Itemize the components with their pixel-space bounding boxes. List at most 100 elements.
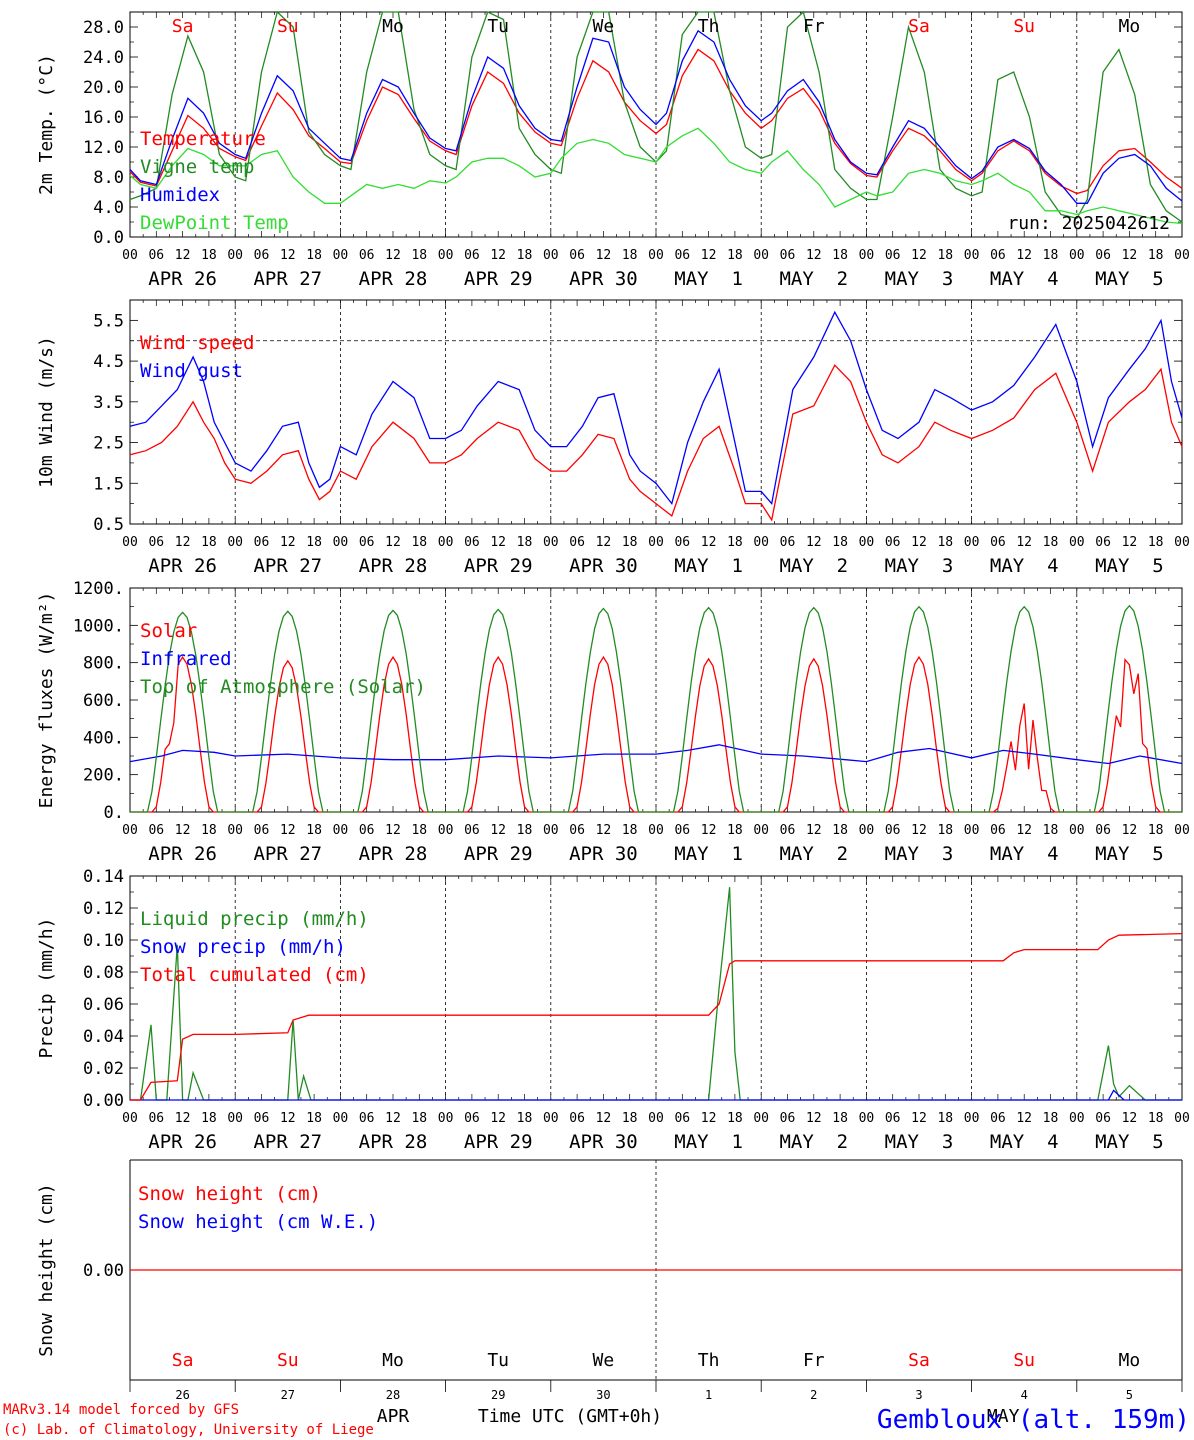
hour-label: 00: [1069, 248, 1085, 263]
hour-label: 06: [464, 823, 480, 838]
date-label: MAY 3: [885, 843, 954, 865]
hour-label: 18: [937, 248, 953, 263]
date-label: APR 28: [359, 843, 428, 865]
weekday-label: Sa: [908, 1350, 930, 1371]
hour-label: 00: [1174, 248, 1190, 263]
panel-4: 0.00 0.02 0.04 0.06 0.08 0.10 0.12 0.14 Precip (…: [36, 867, 1190, 1153]
hour-label: 00: [438, 248, 454, 263]
month-label: APR: [377, 1406, 410, 1427]
hour-label: 06: [885, 248, 901, 263]
hour-label: 12: [911, 1111, 927, 1126]
y-axis-label: Precip (mm/h): [36, 918, 57, 1059]
hour-label: 00: [438, 823, 454, 838]
hour-label: 18: [411, 823, 427, 838]
date-label: MAY 4: [990, 268, 1059, 290]
panel-2: 0.5 1.5 2.5 3.5 4.5 5.5 10m Wind (m/s) Wind spe…: [36, 299, 1190, 577]
hour-label: 12: [596, 535, 612, 550]
day-number: 26: [175, 1388, 189, 1402]
hour-label: 00: [1069, 535, 1085, 550]
hour-label: 00: [648, 1111, 664, 1126]
date-label: MAY 1: [674, 555, 743, 577]
hour-label: 06: [254, 535, 270, 550]
hour-label: 00: [964, 823, 980, 838]
hour-label: 06: [674, 248, 690, 263]
hour-label: 00: [859, 535, 875, 550]
series-line-wind-gust: [129, 310, 1183, 506]
station-label: Gembloux (alt. 159m): [877, 1405, 1190, 1435]
y-axis-label: Snow height (cm): [36, 1183, 57, 1356]
hour-label: 00: [227, 1111, 243, 1126]
panel-5: 0.00 Snow height (cm) Snow height (cm) Snow…: [36, 1159, 1183, 1427]
date-label: APR 26: [148, 843, 217, 865]
date-label: APR 30: [569, 268, 638, 290]
date-label: MAY 2: [779, 555, 848, 577]
y-tick-label: 0.14: [83, 867, 124, 887]
hour-label: 06: [569, 535, 585, 550]
hour-label: 06: [148, 1111, 164, 1126]
hour-label: 00: [753, 248, 769, 263]
hour-label: 00: [1174, 1111, 1190, 1126]
hour-label: 06: [674, 535, 690, 550]
date-label: MAY 2: [779, 843, 848, 865]
hour-label: 00: [964, 248, 980, 263]
legend-entry: Snow precip (mm/h): [140, 936, 346, 958]
hour-label: 00: [333, 1111, 349, 1126]
hour-label: 12: [280, 1111, 296, 1126]
weekday-label: Mo: [382, 1350, 404, 1371]
legend-entry: Temperature: [140, 128, 266, 150]
weekday-label: Su: [1013, 1350, 1035, 1371]
hour-label: 00: [859, 248, 875, 263]
date-label: APR 30: [569, 555, 638, 577]
hour-label: 18: [1148, 823, 1164, 838]
hour-label: 18: [517, 248, 533, 263]
day-number: 2: [810, 1388, 817, 1402]
y-tick-label: 0.06: [83, 995, 124, 1015]
hour-label: 06: [780, 535, 796, 550]
hour-label: 12: [596, 823, 612, 838]
day-number: 30: [596, 1388, 610, 1402]
hour-label: 06: [569, 248, 585, 263]
hour-label: 00: [753, 535, 769, 550]
hour-label: 12: [596, 248, 612, 263]
hour-label: 06: [359, 535, 375, 550]
legend-entry: Total cumulated (cm): [140, 964, 369, 986]
hour-label: 12: [490, 1111, 506, 1126]
y-axis-label: Energy fluxes (W/m²): [36, 592, 57, 809]
hour-label: 12: [806, 535, 822, 550]
hour-label: 00: [648, 248, 664, 263]
hour-label: 00: [753, 1111, 769, 1126]
y-tick-label: 0.5: [93, 515, 124, 535]
date-label: MAY 2: [779, 1131, 848, 1153]
date-label: MAY 5: [1095, 268, 1164, 290]
run-annotation: run: 2025042612: [1007, 213, 1170, 234]
hour-label: 06: [1095, 823, 1111, 838]
hour-label: 18: [832, 535, 848, 550]
weekday-label: Su: [277, 16, 299, 37]
day-number: 4: [1021, 1388, 1028, 1402]
hour-label: 00: [859, 823, 875, 838]
legend-entry: Vigne temp: [140, 156, 254, 178]
y-tick-label: 600.: [83, 691, 124, 711]
credit-line-2: (c) Lab. of Climatology, University of L…: [3, 1422, 374, 1438]
date-label: MAY 4: [990, 555, 1059, 577]
date-label: APR 30: [569, 843, 638, 865]
date-label: APR 26: [148, 555, 217, 577]
hour-label: 06: [254, 248, 270, 263]
hour-label: 12: [280, 535, 296, 550]
hour-label: 00: [227, 823, 243, 838]
y-tick-label: 0.00: [83, 1261, 124, 1281]
date-label: APR 30: [569, 1131, 638, 1153]
y-tick-label: 1000.: [73, 616, 124, 636]
hour-label: 06: [780, 248, 796, 263]
hour-label: 12: [1122, 1111, 1138, 1126]
hour-label: 00: [122, 823, 138, 838]
hour-label: 06: [148, 248, 164, 263]
hour-label: 12: [175, 248, 191, 263]
hour-label: 12: [1016, 248, 1032, 263]
day-number: 27: [281, 1388, 295, 1402]
y-tick-label: 0.00: [83, 1091, 124, 1111]
hour-label: 12: [701, 1111, 717, 1126]
hour-label: 18: [306, 535, 322, 550]
hour-label: 18: [201, 535, 217, 550]
hour-label: 18: [937, 535, 953, 550]
